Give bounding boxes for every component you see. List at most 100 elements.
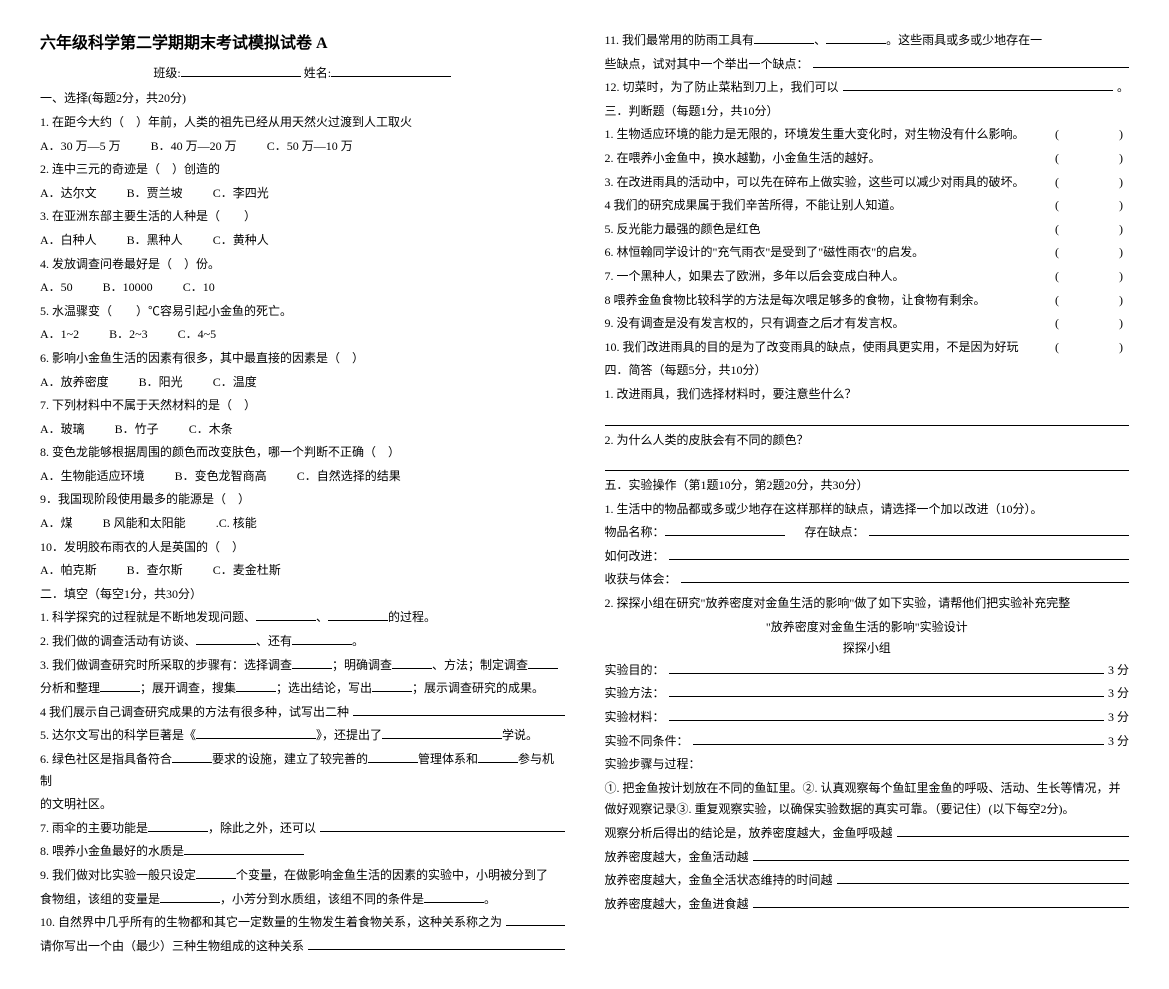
e1-defect-label: 存在缺点： <box>805 522 865 544</box>
e1-name-label: 物品名称： <box>605 522 665 544</box>
f3-b: ；明确调查 <box>332 658 392 672</box>
t8-paren: ( ) <box>1055 290 1129 312</box>
f6-cont: 的文明社区。 <box>40 794 565 816</box>
q2: 2. 连中三元的奇迹是（ ）创造的 <box>40 159 565 181</box>
e2-c2-line: 放养密度越大，金鱼全活状态维持的时间越 <box>605 870 1130 892</box>
f3-f: ；选出结论，写出 <box>276 681 372 695</box>
q10-opt-a: A．帕克斯 <box>40 560 97 582</box>
q1-opt-b: B．40 万—20 万 <box>151 136 237 158</box>
e2-cond-line: 实验不同条件：3 分 <box>605 731 1130 753</box>
t3-text: 3. 在改进雨具的活动中，可以先在碎布上做实验，这些可以减少对雨具的破坏。 <box>605 172 1056 194</box>
section-4-header: 四．简答（每题5分，共10分） <box>605 360 1130 382</box>
f2-c: 。 <box>352 634 364 648</box>
name-label: 姓名: <box>304 66 331 80</box>
f2-b: 、还有 <box>256 634 292 648</box>
f3-e: ；展开调查，搜集 <box>140 681 236 695</box>
e2-c3-label: 放养密度越大，金鱼进食越 <box>605 894 749 916</box>
t6-paren: ( ) <box>1055 242 1129 264</box>
t1-text: 1. 生物适应环境的能力是无限的，环境发生重大变化时，对生物没有什么影响。 <box>605 124 1056 146</box>
t3-paren: ( ) <box>1055 172 1129 194</box>
section-3-header: 三．判断题（每题1分，共10分） <box>605 101 1130 123</box>
q7: 7. 下列材料中不属于天然材料的是（ ） <box>40 395 565 417</box>
t3: 3. 在改进雨具的活动中，可以先在碎布上做实验，这些可以减少对雨具的破坏。( ) <box>605 172 1130 194</box>
sa2-answer-line <box>605 455 1130 471</box>
e2-material-line: 实验材料： 3 分 <box>605 707 1130 729</box>
section-1-header: 一、选择(每题2分，共20分) <box>40 88 565 110</box>
f4: 4 我们展示自己调查研究成果的方法有很多种，试写出二种 <box>40 702 565 724</box>
f5-c: 学说。 <box>502 728 538 742</box>
f1-a: 1. 科学探究的过程就是不断地发现问题、 <box>40 610 256 624</box>
f6-b: 要求的设施，建立了较完善的 <box>212 752 368 766</box>
f10: 10. 自然界中几乎所有的生物都和其它一定数量的生物发生着食物关系，这种关系称之… <box>40 912 565 934</box>
q9-opt-b: B 风能和太阳能 <box>103 513 186 535</box>
q5-opt-a: A．1~2 <box>40 324 79 346</box>
f11-cont: 些缺点，试对其中一个举出一个缺点： <box>605 54 1130 76</box>
e1: 1. 生活中的物品都或多或少地存在这样那样的缺点，请选择一个加以改进（10分）。 <box>605 499 1130 521</box>
f9-c: 食物组，该组的变量是 <box>40 892 160 906</box>
e2-concl-line: 观察分析后得出的结论是，放养密度越大，金鱼呼吸越 <box>605 823 1130 845</box>
e2-material-pts: 3 分 <box>1108 707 1129 729</box>
q5: 5. 水温骤变（ ）℃容易引起小金鱼的死亡。 <box>40 301 565 323</box>
f5: 5. 达尔文写出的科学巨著是《》，还提出了学说。 <box>40 725 565 747</box>
e1-summary-label: 收获与体会： <box>605 569 677 591</box>
q3-opt-c: C．黄种人 <box>213 230 269 252</box>
q6-opt-a: A．放养密度 <box>40 372 109 394</box>
q4: 4. 发放调查问卷最好是（ ）份。 <box>40 254 565 276</box>
e1-name-line: 物品名称： 存在缺点： <box>605 522 1130 544</box>
left-column: 六年级科学第二学期期末考试模拟试卷 A 班级: 姓名: 一、选择(每题2分，共2… <box>40 30 565 959</box>
f6-a: 6. 绿色社区是指具备符合 <box>40 752 172 766</box>
t5: 5. 反光能力最强的颜色是红色( ) <box>605 219 1130 241</box>
t9-text: 9. 没有调查是没有发言权的，只有调查之后才有发言权。 <box>605 313 1056 335</box>
q6-opt-b: B．阳光 <box>139 372 183 394</box>
q5-opt-b: B．2~3 <box>109 324 148 346</box>
t8-text: 8 喂养金鱼食物比较科学的方法是每次喂足够多的食物，让食物有剩余。 <box>605 290 1056 312</box>
t8: 8 喂养金鱼食物比较科学的方法是每次喂足够多的食物，让食物有剩余。( ) <box>605 290 1130 312</box>
t9-paren: ( ) <box>1055 313 1129 335</box>
f4-a: 4 我们展示自己调查研究成果的方法有很多种，试写出二种 <box>40 702 349 724</box>
e2-material-label: 实验材料： <box>605 707 665 729</box>
e2-c1-line: 放养密度越大，金鱼活动越 <box>605 847 1130 869</box>
f3-cont: 分析和整理；展开调查，搜集；选出结论，写出；展示调查研究的成果。 <box>40 678 565 700</box>
sa1: 1. 改进雨具，我们选择材料时，要注意些什么？ <box>605 384 1130 406</box>
e2-subtitle: "放养密度对金鱼生活的影响"实验设计 <box>605 617 1130 639</box>
e2-goal-label: 实验目的： <box>605 660 665 682</box>
t2-paren: ( ) <box>1055 148 1129 170</box>
f3-c: 、方法；制定调查 <box>432 658 528 672</box>
f9-d: ，小芳分到水质组，该组不同的条件是 <box>220 892 424 906</box>
e2-steps-label: 实验步骤与过程： <box>605 754 1130 776</box>
t4-paren: ( ) <box>1055 195 1129 217</box>
e2-cond-label: 实验不同条件： <box>605 731 689 753</box>
e2-method-label: 实验方法： <box>605 683 665 705</box>
q4-opt-b: B．10000 <box>103 277 153 299</box>
q4-opt-a: A．50 <box>40 277 73 299</box>
q8: 8. 变色龙能够根据周围的颜色而改变肤色，哪一个判断不正确（ ） <box>40 442 565 464</box>
q1-opt-a: A．30 万—5 万 <box>40 136 121 158</box>
f7-b: ，除此之外，还可以 <box>208 818 316 840</box>
q3-options: A．白种人 B．黑种人 C．黄种人 <box>40 230 565 252</box>
e1-summary-line: 收获与体会： <box>605 569 1130 591</box>
q2-opt-a: A．达尔文 <box>40 183 97 205</box>
section-5-header: 五．实验操作（第1题10分，第2题20分，共30分） <box>605 475 1130 497</box>
e2-steps-text: ①. 把金鱼按计划放在不同的鱼缸里。②. 认真观察每个鱼缸里金鱼的呼吸、活动、生… <box>605 778 1130 821</box>
t1-paren: ( ) <box>1055 124 1129 146</box>
t4-text: 4 我们的研究成果属于我们辛苦所得，不能让别人知道。 <box>605 195 1056 217</box>
e2-goal-pts: 3 分 <box>1108 660 1129 682</box>
e2-c2-label: 放养密度越大，金鱼全活状态维持的时间越 <box>605 870 833 892</box>
e2-method-line: 实验方法：3 分 <box>605 683 1130 705</box>
t6-text: 6. 林恒翰同学设计的"充气雨衣"是受到了"磁性雨衣"的启发。 <box>605 242 1056 264</box>
e2-c1-label: 放养密度越大，金鱼活动越 <box>605 847 749 869</box>
q7-opt-b: B．竹子 <box>115 419 159 441</box>
q10: 10．发明胶布雨衣的人是英国的（ ） <box>40 537 565 559</box>
q10-opt-b: B．查尔斯 <box>127 560 183 582</box>
f1-c: 的过程。 <box>388 610 436 624</box>
q4-options: A．50 B．10000 C．10 <box>40 277 565 299</box>
t2-text: 2. 在喂养小金鱼中，换水越勤，小金鱼生活的越好。 <box>605 148 1056 170</box>
q5-options: A．1~2 B．2~3 C．4~5 <box>40 324 565 346</box>
q5-opt-c: C．4~5 <box>178 324 217 346</box>
sa1-answer-line <box>605 410 1130 426</box>
t10-paren: ( ) <box>1055 337 1129 359</box>
t10: 10. 我们改进雨具的目的是为了改变雨具的缺点，使雨具更实用，不是因为好玩( ) <box>605 337 1130 359</box>
f1-b: 、 <box>316 610 328 624</box>
f7: 7. 雨伞的主要功能是，除此之外，还可以 <box>40 818 565 840</box>
q8-opt-b: B．变色龙智商高 <box>175 466 267 488</box>
